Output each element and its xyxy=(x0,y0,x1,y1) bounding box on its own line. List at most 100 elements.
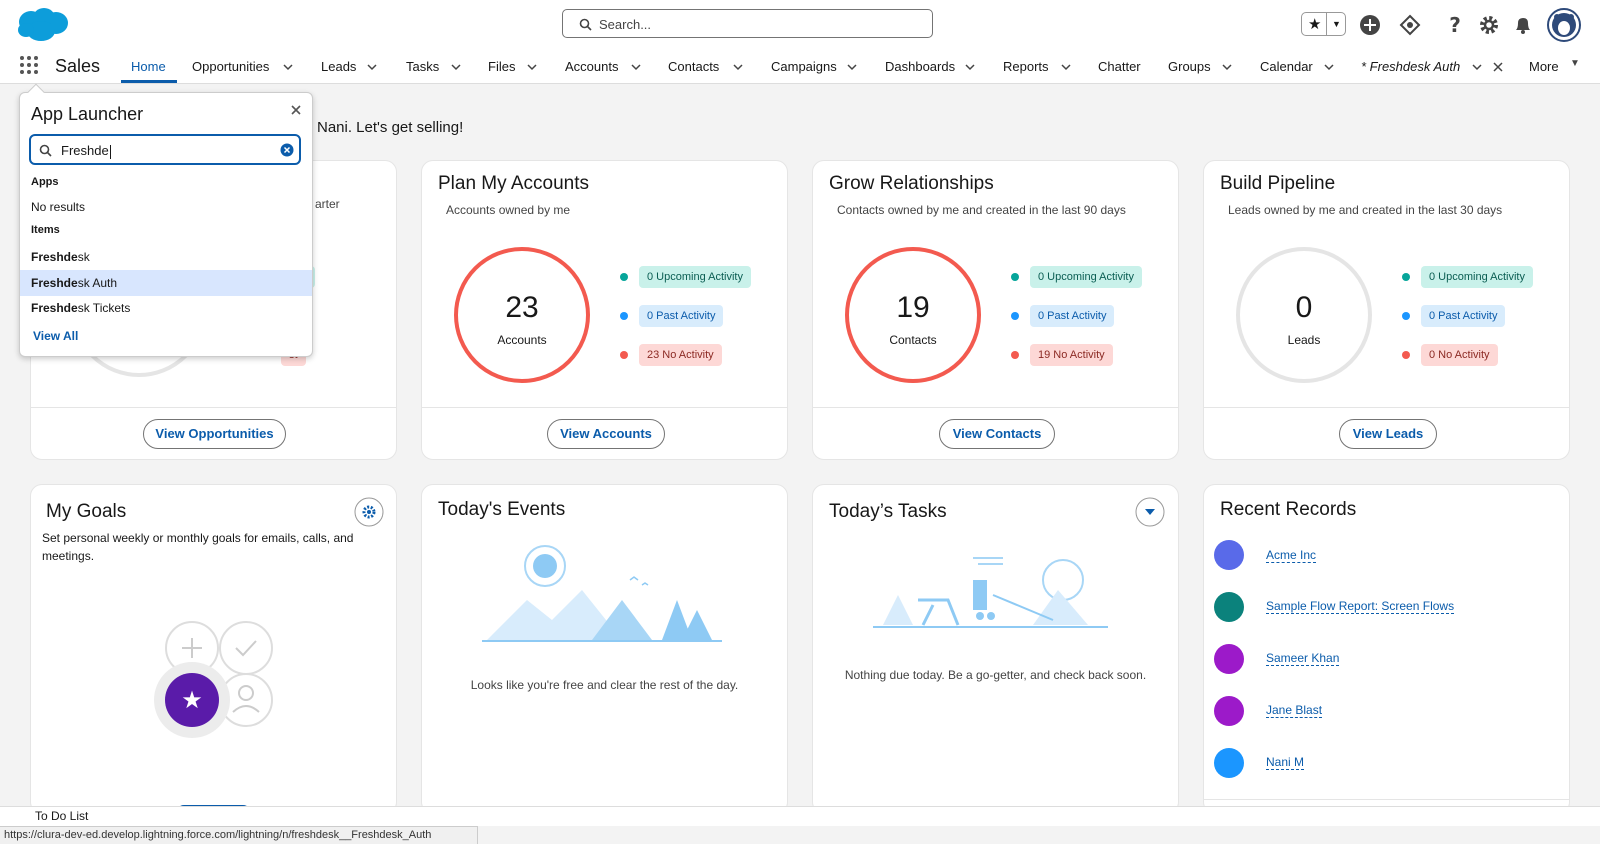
tab-calendar[interactable]: Calendar xyxy=(1260,59,1313,74)
no-activity-pill[interactable]: 19 No Activity xyxy=(1030,344,1113,366)
search-icon xyxy=(579,18,592,31)
tab-dashboards[interactable]: Dashboards xyxy=(885,59,956,74)
tab-accounts[interactable]: Accounts xyxy=(565,59,619,74)
tab-campaigns[interactable]: Campaigns xyxy=(771,59,837,74)
chevron-down-icon[interactable] xyxy=(1323,61,1335,73)
chevron-down-icon[interactable] xyxy=(526,61,538,73)
caret-down-icon[interactable]: ▼ xyxy=(1570,58,1580,69)
global-search-input[interactable]: Search... xyxy=(562,9,933,38)
chevron-down-icon[interactable] xyxy=(846,61,858,73)
tab-reports[interactable]: Reports xyxy=(1003,59,1049,74)
accounts-label: Accounts xyxy=(497,333,547,347)
leads-label: Leads xyxy=(1287,333,1321,347)
leads-ring[interactable]: 0 Leads xyxy=(1236,247,1372,383)
goals-settings-gear-icon[interactable] xyxy=(354,497,384,527)
app-launcher-waffle-icon[interactable] xyxy=(19,55,39,75)
status-dot xyxy=(1402,351,1410,359)
status-dot xyxy=(1011,351,1019,359)
chevron-down-icon[interactable] xyxy=(964,61,976,73)
chevron-down-icon[interactable] xyxy=(282,61,294,73)
upcoming-activity-pill[interactable]: 0 Upcoming Activity xyxy=(1421,266,1533,288)
favorites-button[interactable]: ★ ▼ xyxy=(1301,12,1346,36)
view-contacts-button[interactable]: View Contacts xyxy=(939,419,1055,449)
tasks-filter-dropdown-icon[interactable] xyxy=(1135,497,1165,527)
tab-opportunities[interactable]: Opportunities xyxy=(192,59,270,74)
app-launcher-popover: App Launcher Freshde Apps No results Ite… xyxy=(19,83,313,357)
item-rest-text: sk Auth xyxy=(77,276,118,290)
help-icon[interactable]: ? xyxy=(1443,13,1467,37)
apps-section-heading: Apps xyxy=(31,176,59,188)
chevron-down-icon[interactable] xyxy=(732,61,744,73)
recent-record-link[interactable]: Nani M xyxy=(1266,755,1305,770)
chevron-down-icon[interactable] xyxy=(1060,61,1072,73)
view-opportunities-button[interactable]: View Opportunities xyxy=(143,419,286,449)
launcher-item-freshdesk[interactable]: Freshdesk xyxy=(20,244,312,270)
events-empty-message: Looks like you're free and clear the res… xyxy=(470,678,739,692)
app-name: Sales xyxy=(55,56,101,76)
gear-icon[interactable] xyxy=(1477,13,1501,37)
no-activity-pill[interactable]: 23 No Activity xyxy=(639,344,722,366)
add-icon[interactable] xyxy=(1358,13,1382,37)
todays-tasks-card: Today’s Tasks Nothing due today. Be a go… xyxy=(812,484,1179,814)
view-accounts-button[interactable]: View Accounts xyxy=(547,419,665,449)
past-activity-pill[interactable]: 0 Past Activity xyxy=(1030,305,1115,327)
upcoming-activity-pill[interactable]: 0 Upcoming Activity xyxy=(639,266,751,288)
tab-home[interactable]: Home xyxy=(131,59,166,74)
status-dot xyxy=(1011,312,1019,320)
accounts-ring[interactable]: 23 Accounts xyxy=(454,247,590,383)
contacts-ring[interactable]: 19 Contacts xyxy=(845,247,981,383)
view-all-link[interactable]: View All xyxy=(33,329,79,343)
todo-list-utility[interactable]: To Do List xyxy=(35,809,89,823)
past-activity-pill[interactable]: 0 Past Activity xyxy=(639,305,724,327)
tab-contacts[interactable]: Contacts xyxy=(668,59,720,74)
recent-record-link[interactable]: Acme Inc xyxy=(1266,548,1317,563)
launcher-item-freshdesk-auth[interactable]: Freshdesk Auth xyxy=(20,270,312,296)
status-dot xyxy=(1402,273,1410,281)
user-avatar[interactable] xyxy=(1547,8,1581,42)
card-title: Today's Events xyxy=(438,499,566,520)
recent-record-link[interactable]: Jane Blast xyxy=(1266,703,1323,718)
chevron-down-icon[interactable] xyxy=(366,61,378,73)
view-leads-button[interactable]: View Leads xyxy=(1339,419,1437,449)
chevron-down-icon[interactable] xyxy=(1471,61,1483,73)
tab-files[interactable]: Files xyxy=(488,59,516,74)
past-activity-pill[interactable]: 0 Past Activity xyxy=(1421,305,1506,327)
upcoming-activity-pill[interactable]: 0 Upcoming Activity xyxy=(1030,266,1142,288)
close-tab-icon[interactable] xyxy=(1492,61,1504,73)
tasks-empty-message: Nothing due today. Be a go-getter, and c… xyxy=(844,668,1147,682)
tab-tasks[interactable]: Tasks xyxy=(406,59,440,74)
launcher-item-freshdesk-tickets[interactable]: Freshdesk Tickets xyxy=(20,295,312,321)
match-text: Freshde xyxy=(31,250,78,264)
salesforce-logo[interactable] xyxy=(14,6,70,44)
status-dot xyxy=(620,273,628,281)
match-text: Freshde xyxy=(31,276,78,290)
card-title: Recent Records xyxy=(1220,499,1357,520)
card-title: Plan My Accounts xyxy=(438,173,590,194)
trailhead-icon[interactable] xyxy=(1398,13,1422,37)
recent-record-link[interactable]: Sample Flow Report: Screen Flows xyxy=(1266,599,1455,614)
notifications-bell-icon[interactable] xyxy=(1511,13,1535,37)
no-activity-pill[interactable]: 0 No Activity xyxy=(1421,344,1498,366)
close-icon[interactable] xyxy=(289,103,303,117)
status-dot xyxy=(620,312,628,320)
clear-input-icon[interactable] xyxy=(280,143,294,157)
item-rest-text: sk Tickets xyxy=(77,301,131,315)
recent-records-card: Recent Records Acme Inc Sample Flow Repo… xyxy=(1203,484,1570,814)
app-launcher-search-input[interactable]: Freshde xyxy=(29,134,301,165)
chevron-down-icon[interactable] xyxy=(1221,61,1233,73)
contacts-label: Contacts xyxy=(889,333,937,347)
browser-status-url: https://clura-dev-ed.develop.lightning.f… xyxy=(0,826,478,844)
tab-chatter[interactable]: Chatter xyxy=(1098,59,1141,74)
tab-leads[interactable]: Leads xyxy=(321,59,357,74)
chevron-down-icon[interactable] xyxy=(630,61,642,73)
app-navigation-bar: Sales Home Opportunities Leads Tasks Fil… xyxy=(0,49,1600,84)
contact-record-icon xyxy=(1214,644,1244,674)
chevron-down-icon[interactable] xyxy=(450,61,462,73)
recent-record-link[interactable]: Sameer Khan xyxy=(1266,651,1340,666)
item-rest-text: sk xyxy=(77,250,90,264)
tab-freshdesk-auth[interactable]: * Freshdesk Auth xyxy=(1361,59,1461,74)
card-divider xyxy=(422,407,787,408)
tab-groups[interactable]: Groups xyxy=(1168,59,1211,74)
chevron-down-icon: ▼ xyxy=(1326,13,1346,35)
tab-more[interactable]: More xyxy=(1529,59,1559,74)
